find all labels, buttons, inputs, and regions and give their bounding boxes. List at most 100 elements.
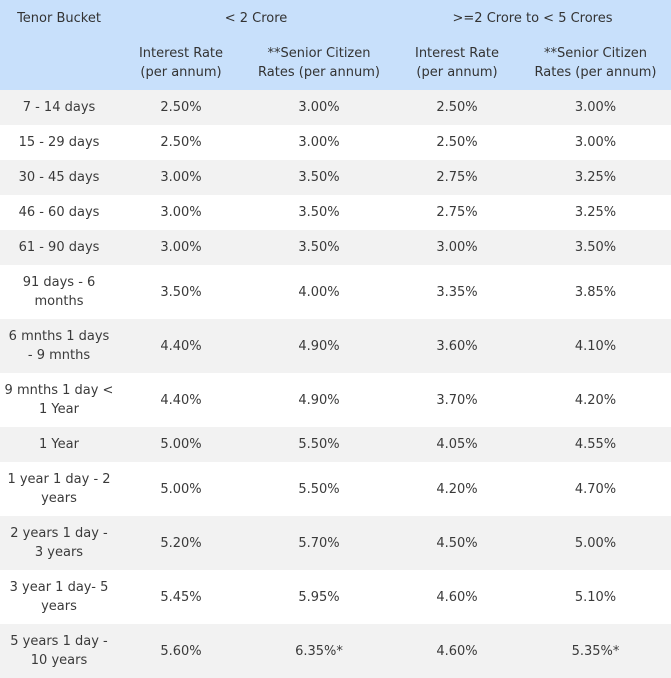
interest-rate-cell: 4.40%: [160, 338, 202, 354]
interest-rate-cell: 2.50%: [436, 100, 478, 115]
senior-citizen-rate-cell: 4.70%: [574, 481, 617, 497]
table-row: 91 days - 6 months 3.50% 4.00% 3.35% 3.85%: [0, 265, 671, 319]
senior-citizen-rate-cell: 3.00%: [298, 100, 340, 115]
table-body: 7 - 14 days 2.50% 3.00% 2.50% 3.00% 15 - 29 d…: [0, 90, 671, 678]
tenor-line: - 9 mnths: [27, 348, 91, 363]
senior-citizen-header-line2: Rates (per annum): [534, 65, 657, 80]
senior-citizen-rate-cell: 4.90%: [298, 338, 340, 354]
interest-rate-cell: 3.70%: [436, 392, 478, 408]
senior-citizen-rate-cell: 3.00%: [574, 135, 617, 150]
senior-citizen-rate-cell: 5.95%: [298, 589, 340, 605]
tenor-cell: 15 - 29 days: [0, 125, 118, 160]
table-row: 1 year 1 day - 2 years 5.00% 5.50% 4.20% 4.70…: [0, 462, 671, 516]
tenor-line: months: [34, 294, 84, 309]
interest-rate-header: Interest Rate (per annum): [394, 36, 520, 90]
tenor-line: 1 year 1 day - 2: [7, 472, 111, 487]
table-row: 6 mnths 1 days - 9 mnths 4.40% 4.90% 3.60% 4.…: [0, 319, 671, 373]
tenor-cell: 46 - 60 days: [0, 195, 118, 230]
interest-rate-cell: 3.00%: [160, 240, 202, 255]
table-row: 1 Year 5.00% 5.50% 4.05% 4.55%: [0, 427, 671, 462]
tenor-line: 2 years 1 day -: [10, 526, 108, 541]
interest-rate-cell: 4.60%: [436, 643, 478, 659]
interest-rate-cell: 4.60%: [436, 589, 478, 605]
interest-rate-header-line1: Interest Rate: [138, 46, 224, 61]
interest-rate-cell: 5.00%: [160, 481, 202, 497]
senior-citizen-rate-cell: 3.00%: [298, 135, 340, 150]
tenor-line: 6 mnths 1 days: [8, 329, 110, 344]
interest-rate-header-line2: (per annum): [416, 65, 498, 80]
senior-citizen-rate-cell: 3.50%: [298, 170, 340, 185]
tenor-cell: 1 year 1 day - 2 years: [0, 462, 118, 516]
interest-rate-cell: 3.00%: [436, 240, 478, 255]
senior-citizen-rate-cell: 3.50%: [298, 240, 340, 255]
table-row: 61 - 90 days 3.00% 3.50% 3.00% 3.50%: [0, 230, 671, 265]
interest-rate-cell: 3.00%: [160, 170, 202, 185]
senior-citizen-header-line1: **Senior Citizen: [544, 46, 648, 61]
table-row: 46 - 60 days 3.00% 3.50% 2.75% 3.25%: [0, 195, 671, 230]
interest-rate-cell: 3.35%: [436, 284, 478, 300]
table-row: 2 years 1 day - 3 years 5.20% 5.70% 4.50% 5.0…: [0, 516, 671, 570]
interest-rate-header-line1: Interest Rate: [414, 46, 500, 61]
senior-citizen-rate-cell: 5.50%: [298, 481, 340, 497]
tenor-line: 1 Year: [39, 402, 79, 417]
tenor-cell: 30 - 45 days: [0, 160, 118, 195]
senior-citizen-header-line1: **Senior Citizen: [267, 46, 371, 61]
senior-citizen-rate-cell: 5.50%: [298, 437, 340, 452]
group-header-under-2-crore: < 2 Crore: [224, 10, 288, 26]
senior-citizen-rate-cell: 6.35%*: [295, 643, 343, 659]
interest-rate-cell: 5.00%: [160, 437, 202, 452]
tenor-line: 61 - 90 days: [18, 240, 100, 255]
table-row: 30 - 45 days 3.00% 3.50% 2.75% 3.25%: [0, 160, 671, 195]
tenor-line: 15 - 29 days: [18, 135, 100, 150]
interest-rate-cell: 2.75%: [436, 205, 478, 220]
senior-citizen-rate-cell: 4.00%: [298, 284, 340, 300]
tenor-cell: 61 - 90 days: [0, 230, 118, 265]
interest-rate-header-line2: (per annum): [140, 65, 222, 80]
senior-citizen-rate-cell: 4.55%: [574, 437, 617, 452]
tenor-line: 30 - 45 days: [18, 170, 100, 185]
tenor-cell: 7 - 14 days: [0, 90, 118, 125]
senior-citizen-rate-cell: 5.00%: [574, 535, 617, 551]
tenor-cell: 9 mnths 1 day < 1 Year: [0, 373, 118, 427]
interest-rate-cell: 2.50%: [160, 100, 202, 115]
senior-citizen-rate-cell: 4.20%: [574, 392, 617, 408]
table-row: 3 year 1 day- 5 years 5.45% 5.95% 4.60% 5.10%: [0, 570, 671, 624]
tenor-line: years: [41, 599, 77, 614]
tenor-line: 91 days - 6: [22, 275, 96, 290]
tenor-cell: 2 years 1 day - 3 years: [0, 516, 118, 570]
tenor-line: 9 mnths 1 day <: [4, 383, 114, 398]
tenor-cell: 91 days - 6 months: [0, 265, 118, 319]
table-row: 7 - 14 days 2.50% 3.00% 2.50% 3.00%: [0, 90, 671, 125]
tenor-line: 7 - 14 days: [22, 100, 96, 115]
group-header-2-to-5-crores: >=2 Crore to < 5 Crores: [452, 10, 613, 26]
interest-rate-cell: 3.50%: [160, 284, 202, 300]
senior-citizen-rate-cell: 3.85%: [574, 284, 617, 300]
senior-citizen-rate-cell: 5.35%*: [571, 643, 620, 659]
tenor-line: 5 years 1 day -: [10, 634, 108, 649]
interest-rate-cell: 4.05%: [436, 437, 478, 452]
senior-citizen-rate-cell: 4.10%: [574, 338, 617, 354]
table-row: 9 mnths 1 day < 1 Year 4.40% 4.90% 3.70% 4.20…: [0, 373, 671, 427]
tenor-cell: 1 Year: [0, 427, 118, 462]
interest-rate-cell: 4.40%: [160, 392, 202, 408]
interest-rate-cell: 2.75%: [436, 170, 478, 185]
interest-rate-cell: 2.50%: [436, 135, 478, 150]
interest-rate-cell: 5.20%: [160, 535, 202, 551]
tenor-line: 3 year 1 day- 5: [9, 580, 109, 595]
interest-rate-cell: 2.50%: [160, 135, 202, 150]
senior-citizen-header: **Senior Citizen Rates (per annum): [244, 36, 394, 90]
tenor-bucket-header: Tenor Bucket: [17, 11, 101, 26]
tenor-line: 10 years: [30, 653, 88, 668]
senior-citizen-rate-cell: 3.00%: [574, 100, 617, 115]
interest-rate-cell: 4.50%: [436, 535, 478, 551]
table-row: 5 years 1 day - 10 years 5.60% 6.35%* 4.60% 5…: [0, 624, 671, 678]
senior-citizen-rate-cell: 3.25%: [574, 205, 617, 220]
senior-citizen-rate-cell: 3.50%: [574, 240, 617, 255]
senior-citizen-rate-cell: 5.70%: [298, 535, 340, 551]
tenor-line: years: [41, 491, 77, 506]
tenor-cell: 6 mnths 1 days - 9 mnths: [0, 319, 118, 373]
tenor-line: 3 years: [34, 545, 84, 560]
table-header: Tenor Bucket < 2 Crore >=2 Crore to < 5 …: [0, 0, 671, 90]
tenor-line: 1 Year: [39, 437, 79, 452]
